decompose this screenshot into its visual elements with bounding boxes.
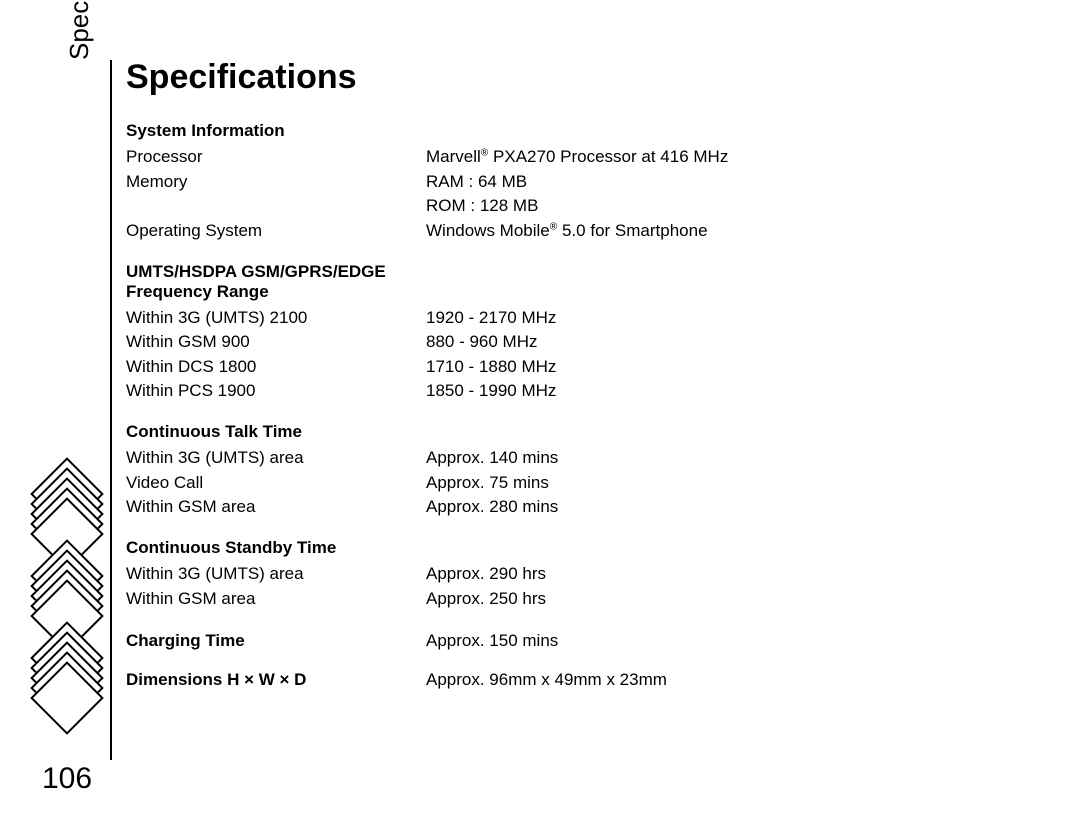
heading-system-info: System Information: [126, 121, 1006, 141]
row-video-call: Video Call Approx. 75 mins: [126, 471, 1006, 496]
value-os: Windows Mobile® 5.0 for Smartphone: [426, 219, 1006, 244]
row-talk-3g: Within 3G (UMTS) area Approx. 140 mins: [126, 446, 1006, 471]
value-pcs-1900: 1850 - 1990 MHz: [426, 379, 1006, 404]
value-standby-3g: Approx. 290 hrs: [426, 562, 1006, 587]
page-number: 106: [42, 762, 92, 796]
label-standby-gsm: Within GSM area: [126, 587, 426, 612]
value-charging: Approx. 150 mins: [426, 629, 1006, 654]
row-charging: Charging Time Approx. 150 mins: [126, 629, 1006, 654]
heading-standby-time: Continuous Standby Time: [126, 538, 1006, 558]
label-pcs-1900: Within PCS 1900: [126, 379, 426, 404]
row-dcs-1800: Within DCS 1800 1710 - 1880 MHz: [126, 355, 1006, 380]
label-talk-gsm: Within GSM area: [126, 495, 426, 520]
label-video-call: Video Call: [126, 471, 426, 496]
heading-frequency: UMTS/HSDPA GSM/GPRS/EDGE Frequency Range: [126, 262, 426, 302]
value-gsm-900: 880 - 960 MHz: [426, 330, 1006, 355]
heading-talk-time: Continuous Talk Time: [126, 422, 1006, 442]
label-talk-3g: Within 3G (UMTS) area: [126, 446, 426, 471]
value-standby-gsm: Approx. 250 hrs: [426, 587, 1006, 612]
row-pcs-1900: Within PCS 1900 1850 - 1990 MHz: [126, 379, 1006, 404]
value-dimensions: Approx. 96mm x 49mm x 23mm: [426, 668, 1006, 693]
row-talk-gsm: Within GSM area Approx. 280 mins: [126, 495, 1006, 520]
heading-charging: Charging Time: [126, 629, 426, 654]
content-area: Specifications System Information Proces…: [126, 58, 1006, 693]
label-umts-2100: Within 3G (UMTS) 2100: [126, 306, 426, 331]
label-standby-3g: Within 3G (UMTS) area: [126, 562, 426, 587]
value-talk-3g: Approx. 140 mins: [426, 446, 1006, 471]
label-memory: Memory: [126, 170, 426, 219]
value-umts-2100: 1920 - 2170 MHz: [426, 306, 1006, 331]
value-memory: RAM : 64 MBROM : 128 MB: [426, 170, 1006, 219]
value-processor: Marvell® PXA270 Processor at 416 MHz: [426, 145, 1006, 170]
row-dimensions: Dimensions H × W × D Approx. 96mm x 49mm…: [126, 668, 1006, 693]
value-dcs-1800: 1710 - 1880 MHz: [426, 355, 1006, 380]
page-title: Specifications: [126, 58, 1006, 97]
row-gsm-900: Within GSM 900 880 - 960 MHz: [126, 330, 1006, 355]
value-talk-gsm: Approx. 280 mins: [426, 495, 1006, 520]
label-processor: Processor: [126, 145, 426, 170]
heading-dimensions: Dimensions H × W × D: [126, 668, 426, 693]
label-os: Operating System: [126, 219, 426, 244]
row-memory: Memory RAM : 64 MBROM : 128 MB: [126, 170, 1006, 219]
row-os: Operating System Windows Mobile® 5.0 for…: [126, 219, 1006, 244]
vertical-rule: [110, 60, 112, 760]
label-dcs-1800: Within DCS 1800: [126, 355, 426, 380]
row-standby-3g: Within 3G (UMTS) area Approx. 290 hrs: [126, 562, 1006, 587]
row-processor: Processor Marvell® PXA270 Processor at 4…: [126, 145, 1006, 170]
value-video-call: Approx. 75 mins: [426, 471, 1006, 496]
page-container: Specifications 106 Specifications System…: [0, 0, 1080, 835]
decorative-diamonds: [34, 468, 96, 736]
label-gsm-900: Within GSM 900: [126, 330, 426, 355]
side-label: Specifications: [64, 0, 95, 60]
row-umts-2100: Within 3G (UMTS) 2100 1920 - 2170 MHz: [126, 306, 1006, 331]
row-standby-gsm: Within GSM area Approx. 250 hrs: [126, 587, 1006, 612]
